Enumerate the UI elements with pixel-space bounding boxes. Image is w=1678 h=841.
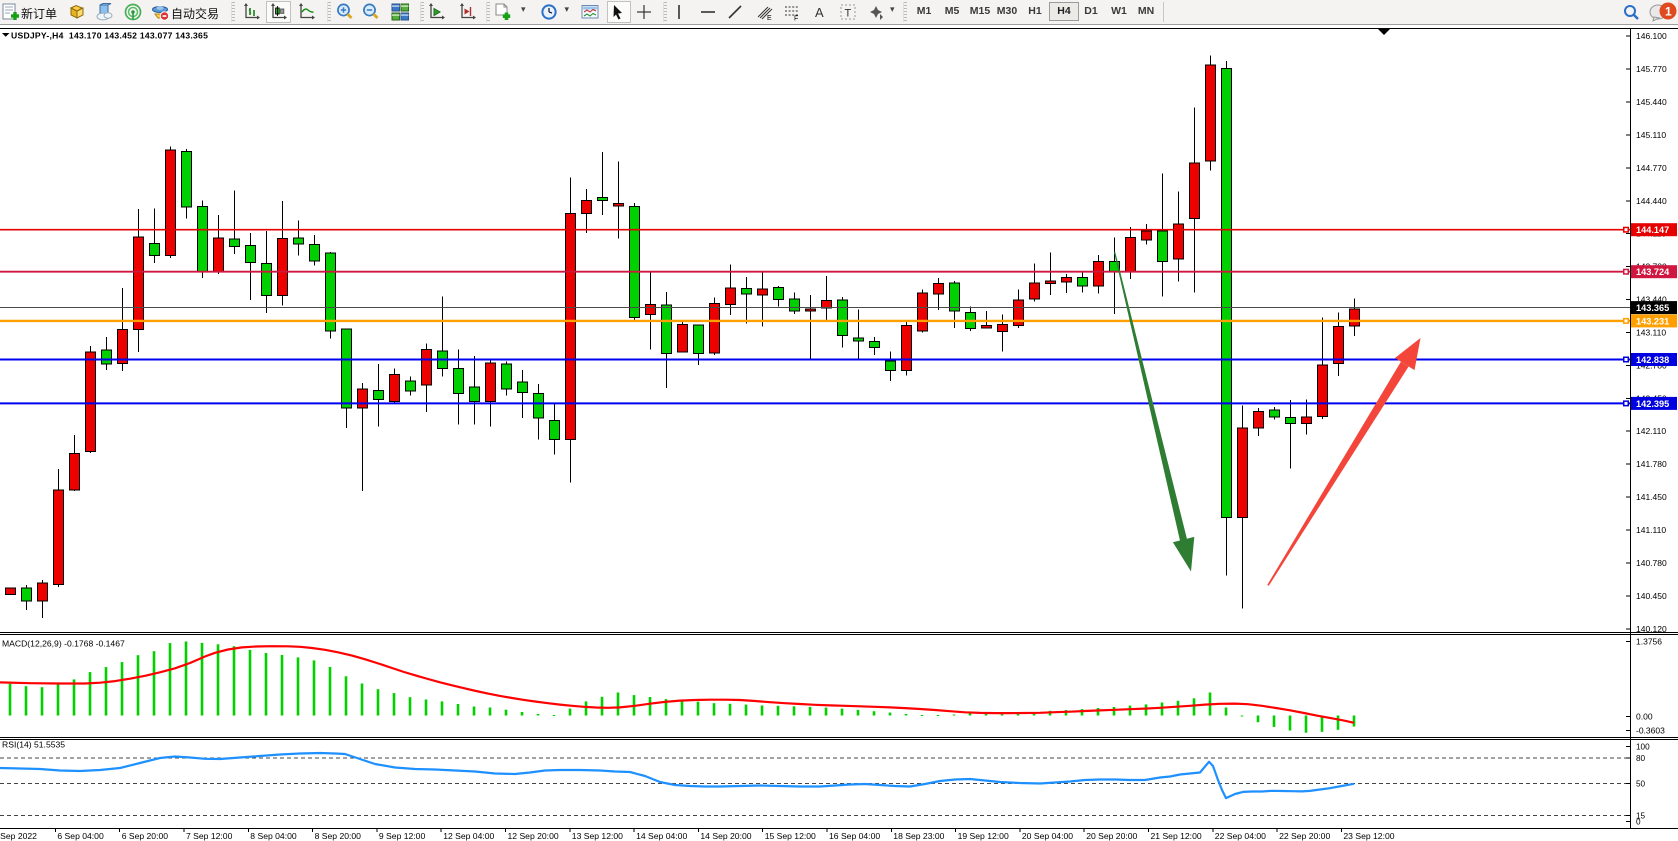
- svg-text:20 Sep 04:00: 20 Sep 04:00: [1022, 831, 1073, 841]
- svg-text:143.231: 143.231: [1636, 316, 1669, 326]
- svg-text:20 Sep 20:00: 20 Sep 20:00: [1086, 831, 1137, 841]
- svg-text:12 Sep 20:00: 12 Sep 20:00: [508, 831, 559, 841]
- svg-text:140.450: 140.450: [1636, 591, 1667, 601]
- svg-text:9 Sep 12:00: 9 Sep 12:00: [379, 831, 426, 841]
- svg-text:142.838: 142.838: [1636, 355, 1669, 365]
- svg-text:8 Sep 04:00: 8 Sep 04:00: [250, 831, 297, 841]
- svg-text:143.440: 143.440: [1636, 295, 1667, 305]
- svg-text:142.110: 142.110: [1636, 426, 1666, 436]
- svg-text:143.365: 143.365: [1636, 303, 1669, 313]
- svg-text:22 Sep 20:00: 22 Sep 20:00: [1279, 831, 1330, 841]
- svg-text:21 Sep 12:00: 21 Sep 12:00: [1151, 831, 1202, 841]
- svg-text:F: F: [794, 16, 798, 22]
- svg-text:RSI(14) 51.5535: RSI(14) 51.5535: [2, 740, 65, 750]
- svg-text:1.3756: 1.3756: [1636, 637, 1662, 647]
- svg-text:23 Sep 12:00: 23 Sep 12:00: [1343, 831, 1394, 841]
- svg-text:140.120: 140.120: [1636, 624, 1667, 634]
- svg-text:142.395: 142.395: [1636, 399, 1669, 409]
- svg-text:14 Sep 04:00: 14 Sep 04:00: [636, 831, 687, 841]
- svg-text:100: 100: [1636, 743, 1650, 752]
- svg-text:140.780: 140.780: [1636, 558, 1667, 568]
- svg-text:19 Sep 12:00: 19 Sep 12:00: [958, 831, 1009, 841]
- svg-text:141.780: 141.780: [1636, 459, 1667, 469]
- svg-text:141.450: 141.450: [1636, 492, 1667, 502]
- svg-text:143.724: 143.724: [1636, 267, 1670, 277]
- svg-text:1: 1: [1665, 5, 1672, 19]
- svg-text:145.770: 145.770: [1636, 64, 1667, 74]
- svg-text:7 Sep 12:00: 7 Sep 12:00: [186, 831, 233, 841]
- svg-text:144.770: 144.770: [1636, 163, 1667, 173]
- svg-text:14 Sep 20:00: 14 Sep 20:00: [700, 831, 751, 841]
- svg-text:5 Sep 2022: 5 Sep 2022: [0, 831, 37, 841]
- svg-text:145.440: 145.440: [1636, 97, 1667, 107]
- svg-text:22 Sep 04:00: 22 Sep 04:00: [1215, 831, 1266, 841]
- svg-text:146.100: 146.100: [1636, 31, 1667, 41]
- svg-text:8 Sep 20:00: 8 Sep 20:00: [315, 831, 362, 841]
- svg-text:E: E: [767, 15, 772, 21]
- svg-text:6 Sep 04:00: 6 Sep 04:00: [57, 831, 104, 841]
- svg-text:18 Sep 23:00: 18 Sep 23:00: [893, 831, 944, 841]
- svg-text:143.110: 143.110: [1636, 328, 1666, 338]
- svg-text:141.110: 141.110: [1636, 525, 1666, 535]
- svg-text:0: 0: [1636, 818, 1641, 827]
- svg-text:15: 15: [1636, 812, 1646, 821]
- svg-text:50: 50: [1636, 779, 1646, 788]
- svg-text:MACD(12,26,9) -0.1768 -0.1467: MACD(12,26,9) -0.1768 -0.1467: [2, 639, 125, 649]
- svg-text:6 Sep 20:00: 6 Sep 20:00: [122, 831, 169, 841]
- svg-text:144.440: 144.440: [1636, 196, 1667, 206]
- svg-text:0.00: 0.00: [1636, 712, 1653, 722]
- svg-text:15 Sep 12:00: 15 Sep 12:00: [765, 831, 816, 841]
- svg-text:12 Sep 04:00: 12 Sep 04:00: [443, 831, 494, 841]
- svg-text:T: T: [844, 8, 851, 20]
- svg-text:144.147: 144.147: [1636, 225, 1669, 235]
- svg-text:80: 80: [1636, 754, 1646, 763]
- svg-text:145.110: 145.110: [1636, 130, 1666, 140]
- svg-text:USDJPY-,H4 143.170 143.452 14: USDJPY-,H4 143.170 143.452 143.077 143.3…: [11, 31, 208, 41]
- svg-text:13 Sep 12:00: 13 Sep 12:00: [572, 831, 623, 841]
- svg-text:16 Sep 04:00: 16 Sep 04:00: [829, 831, 880, 841]
- svg-text:-0.3603: -0.3603: [1636, 725, 1665, 735]
- svg-text:A: A: [815, 5, 824, 20]
